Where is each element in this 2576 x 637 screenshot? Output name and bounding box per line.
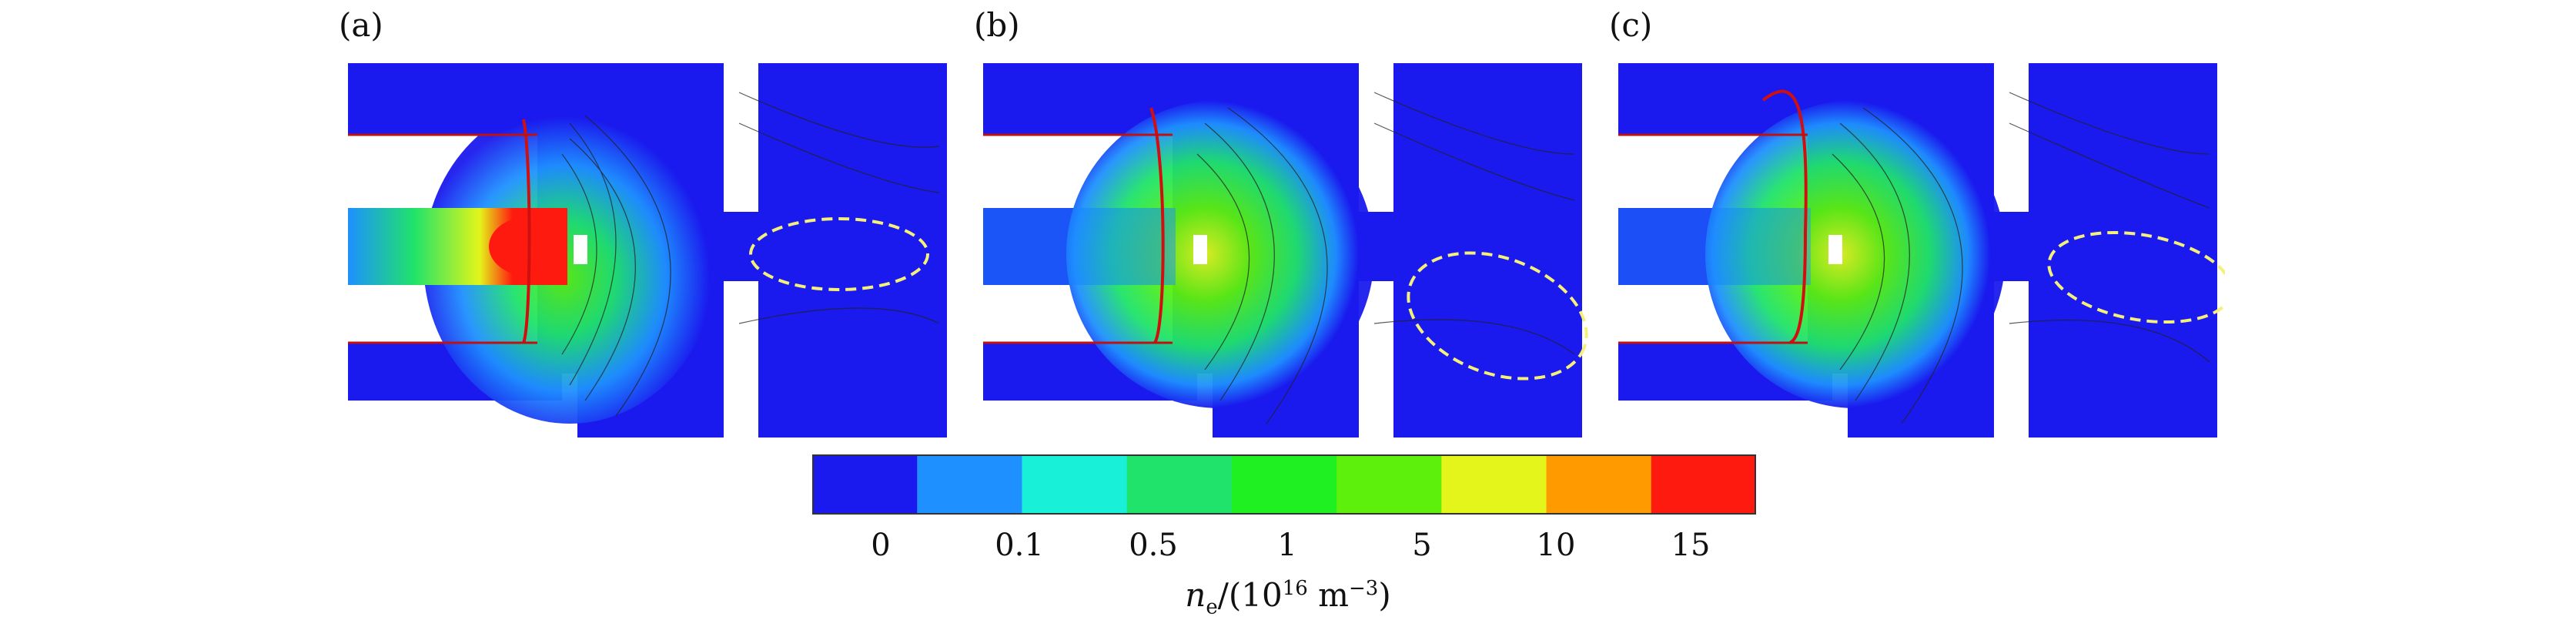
colorbar-tick: 0.1 [995, 528, 1044, 563]
colorbar-swatches [812, 454, 1756, 515]
highlight-ellipse-a [749, 217, 929, 291]
colorbar-label-exp: 16 [1282, 577, 1308, 600]
panel-a: (a) [339, 0, 955, 447]
panel-b: (b) [974, 0, 1590, 447]
colorbar-label-unit-exp: −3 [1349, 577, 1379, 600]
colorbar-label: ne/(1016 m−3) [1185, 576, 1390, 619]
colorbar-border [812, 454, 1756, 515]
highlight-ellipse-b [1407, 251, 1588, 381]
panel-label-b: (b) [974, 6, 1020, 44]
colorbar-label-sub: e [1206, 595, 1218, 619]
colorbar-label-mid: /(10 [1217, 576, 1283, 614]
colorbar-swatch [812, 454, 918, 515]
colorbar-swatch [1651, 454, 1756, 515]
colorbar-swatch [1546, 454, 1652, 515]
colorbar [812, 454, 1756, 516]
colorbar-swatch [1441, 454, 1547, 515]
density-plot-a [348, 63, 947, 438]
colorbar-tick: 10 [1536, 528, 1576, 563]
panel-label-a: (a) [339, 6, 383, 44]
colorbar-label-var: n [1185, 576, 1206, 614]
colorbar-swatch [1231, 454, 1337, 515]
colorbar-label-unit: m [1307, 576, 1349, 614]
colorbar-label-end: ) [1378, 576, 1391, 614]
colorbar-tick: 15 [1671, 528, 1711, 563]
colorbar-swatch [1126, 454, 1233, 515]
colorbar-tick: 1 [1277, 528, 1297, 563]
colorbar-swatch [917, 454, 1022, 515]
highlight-ellipse-c [2047, 230, 2225, 324]
panel-c: (c) [1609, 0, 2225, 447]
colorbar-tick: 0 [871, 528, 891, 563]
density-plot-b [983, 63, 1588, 438]
density-plot-c [1618, 63, 2225, 438]
colorbar-tick: 0.5 [1129, 528, 1178, 563]
colorbar-swatch [1337, 454, 1442, 515]
colorbar-swatch [1022, 454, 1128, 515]
panel-label-c: (c) [1609, 6, 1653, 44]
colorbar-tick: 5 [1412, 528, 1432, 563]
